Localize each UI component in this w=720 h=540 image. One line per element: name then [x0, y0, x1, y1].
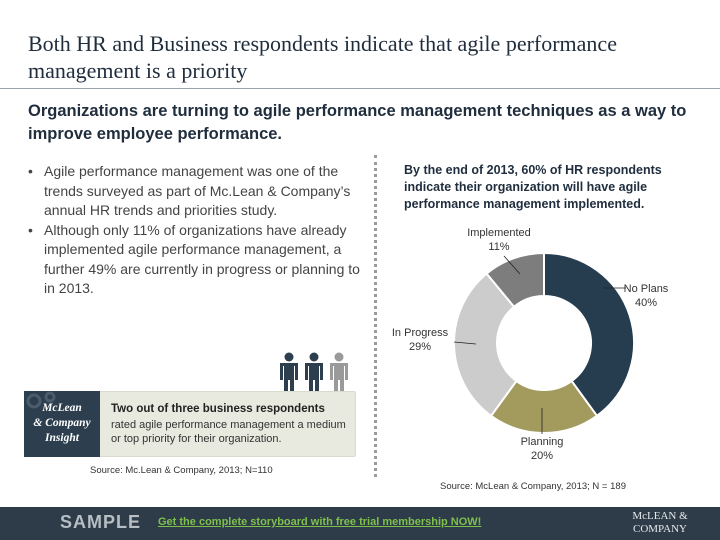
donut-chart: No Plans 40% Planning 20% In Progress 29% Impl… — [392, 227, 669, 462]
slice-value-label: 40% — [635, 297, 657, 309]
company-logo: McLEAN & COMPANY — [632, 510, 688, 535]
source-note-right: Source: McLean & Company, 2013; N = 189 — [440, 481, 626, 492]
sample-label: SAMPLE — [60, 512, 142, 532]
dotted-divider — [374, 155, 377, 477]
leader-line — [503, 255, 521, 275]
insight-heading: Two out of three business respondents — [111, 403, 325, 415]
slice-label: In Progress — [392, 327, 449, 339]
people-icon — [280, 352, 348, 400]
slice-value-label: 20% — [531, 450, 553, 462]
source-note-left: Source: Mc.Lean & Company, 2013; N=110 — [90, 465, 273, 476]
bullet-item: Although only 11% of organizations have … — [28, 221, 363, 299]
slice-label: Implemented — [467, 227, 531, 239]
bullet-list: Agile performance management was one of … — [28, 162, 363, 299]
gear-icon — [26, 391, 56, 409]
insight-badge-text: McLean & Company Insight — [33, 402, 91, 444]
title-divider — [0, 88, 720, 89]
chart-title: By the end of 2013, 60% of HR respondent… — [404, 163, 662, 211]
slide-title: Both HR and Business respondents indicat… — [28, 31, 617, 83]
slice-in-progress — [453, 272, 518, 418]
bullet-item: Agile performance management was one of … — [28, 162, 363, 221]
slice-label: No Plans — [624, 283, 669, 295]
slice-value-label: 29% — [409, 341, 431, 353]
slice-implemented — [485, 251, 545, 309]
leader-line — [453, 341, 477, 345]
insight-body: rated agile performance management a med… — [111, 419, 346, 445]
footer-bar: SAMPLE Get the complete storyboard with … — [0, 507, 720, 540]
slice-label: Planning — [521, 436, 564, 448]
slice-value-label: 11% — [488, 241, 509, 253]
trial-membership-link[interactable]: Get the complete storyboard with free tr… — [158, 516, 482, 528]
insight-badge: McLean & Company Insight — [24, 391, 100, 457]
slice-no-plans — [543, 251, 635, 418]
slide-subtitle: Organizations are turning to agile perfo… — [28, 102, 687, 143]
